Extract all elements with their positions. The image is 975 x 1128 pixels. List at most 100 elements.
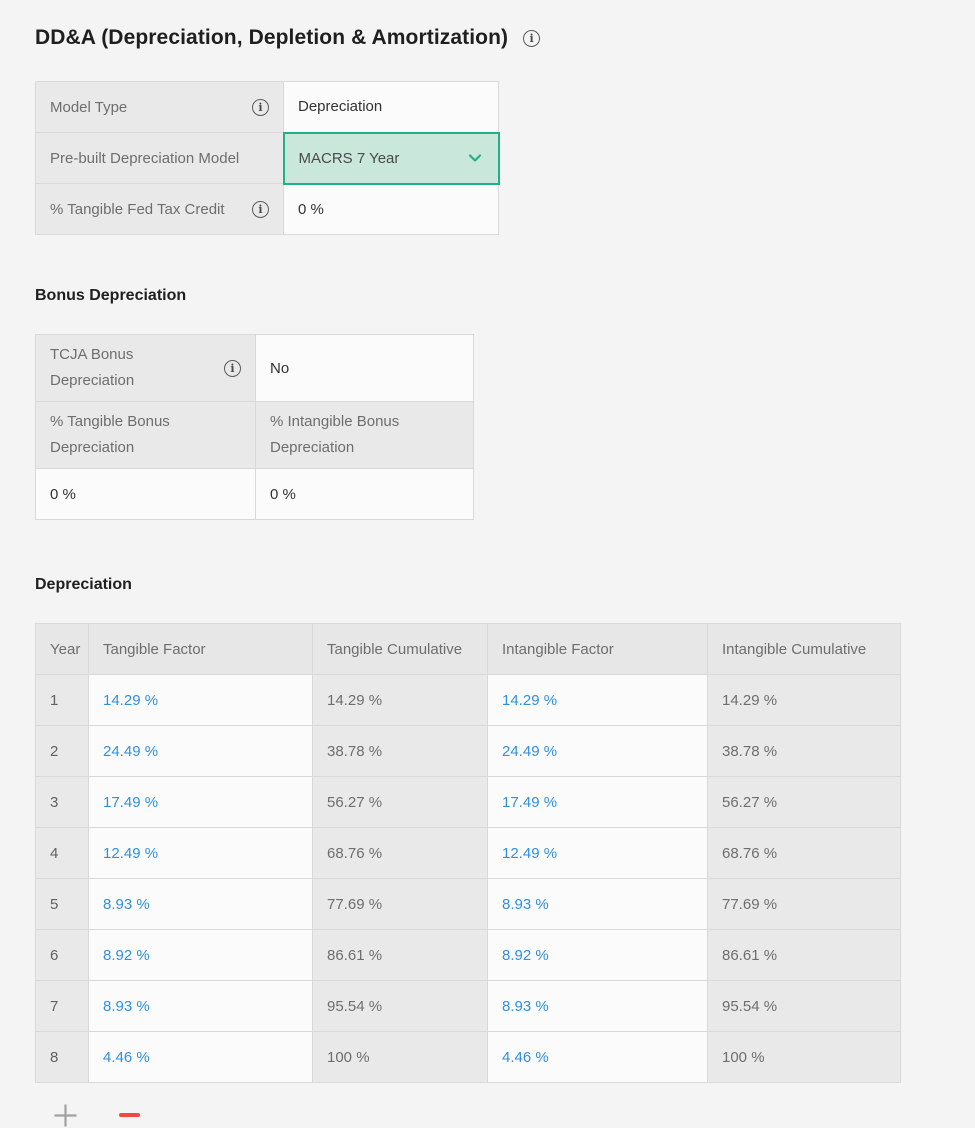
intangible-cumulative-cell: 38.78 % [707,725,901,777]
bonus-depreciation-table: TCJA Bonus Depreciation No % Tangible Bo… [35,334,474,520]
intangible-bonus-value-cell[interactable]: 0 % [255,468,474,520]
add-row-button[interactable] [52,1102,78,1128]
table-row: % Tangible Fed Tax Credit 0 % [35,183,499,235]
row-actions [35,1102,975,1128]
year-cell: 2 [35,725,89,777]
model-type-label: Model Type [50,98,128,116]
model-type-label-cell: Model Type [35,81,284,133]
remove-row-button[interactable] [116,1102,142,1128]
year-cell: 7 [35,980,89,1032]
table-row: TCJA Bonus Depreciation No [35,334,474,402]
tcja-label: TCJA Bonus Depreciation [50,346,135,389]
tangible-factor-cell[interactable]: 8.93 % [88,878,313,930]
tangible-cumulative-cell: 77.69 % [312,878,488,930]
tangible-factor-cell[interactable]: 4.46 % [88,1031,313,1083]
chevron-down-icon [466,149,484,167]
info-icon[interactable] [224,359,241,377]
tangible-cumulative-cell: 100 % [312,1031,488,1083]
tangible-cumulative-cell: 95.54 % [312,980,488,1032]
prebuilt-model-dropdown[interactable]: MACRS 7 Year [282,131,500,185]
tangible-cumulative-cell: 86.61 % [312,929,488,981]
intangible-factor-cell[interactable]: 4.46 % [487,1031,708,1083]
page-title: DD&A (Depreciation, Depletion & Amortiza… [35,26,975,50]
intangible-factor-cell[interactable]: 8.93 % [487,878,708,930]
table-row: 6 8.92 % 86.61 % 8.92 % 86.61 % [35,929,901,981]
year-cell: 6 [35,929,89,981]
info-icon[interactable] [252,98,269,116]
tangible-factor-cell[interactable]: 8.93 % [88,980,313,1032]
dda-settings-table: Model Type Depreciation Pre-built Deprec… [35,81,500,235]
bonus-depreciation-heading: Bonus Depreciation [35,287,187,304]
table-row: 5 8.93 % 77.69 % 8.93 % 77.69 % [35,878,901,930]
column-header: Intangible Factor [487,623,708,675]
tangible-bonus-label: % Tangible Bonus Depreciation [50,413,170,456]
table-row: Model Type Depreciation [35,81,499,133]
table-row: 3 17.49 % 56.27 % 17.49 % 56.27 % [35,776,901,828]
tangible-cumulative-cell: 56.27 % [312,776,488,828]
tax-credit-label-cell: % Tangible Fed Tax Credit [35,183,284,235]
table-row: 2 24.49 % 38.78 % 24.49 % 38.78 % [35,725,901,777]
prebuilt-model-label-cell: Pre-built Depreciation Model [35,132,284,184]
model-type-value: Depreciation [298,98,383,116]
column-header: Tangible Factor [88,623,313,675]
model-type-value-cell[interactable]: Depreciation [283,81,499,133]
info-icon[interactable] [252,200,269,218]
intangible-cumulative-cell: 68.76 % [707,827,901,879]
year-cell: 5 [35,878,89,930]
tangible-bonus-value-cell[interactable]: 0 % [35,468,256,520]
tangible-cumulative-cell: 14.29 % [312,674,488,726]
column-header: Intangible Cumulative [707,623,901,675]
table-row: % Tangible Bonus Depreciation % Intangib… [35,401,474,469]
table-row: 7 8.93 % 95.54 % 8.93 % 95.54 % [35,980,901,1032]
year-cell: 3 [35,776,89,828]
table-row: Pre-built Depreciation Model MACRS 7 Yea… [35,131,500,185]
table-row: 4 12.49 % 68.76 % 12.49 % 68.76 % [35,827,901,879]
info-icon[interactable] [523,29,541,47]
tax-credit-value-cell[interactable]: 0 % [283,183,499,235]
tangible-factor-cell[interactable]: 8.92 % [88,929,313,981]
year-cell: 4 [35,827,89,879]
plus-icon [53,1103,78,1128]
depreciation-heading: Depreciation [35,576,132,593]
intangible-factor-cell[interactable]: 8.92 % [487,929,708,981]
table-row: 0 % 0 % [35,468,474,520]
intangible-cumulative-cell: 56.27 % [707,776,901,828]
intangible-bonus-label-cell: % Intangible Bonus Depreciation [255,401,474,469]
tangible-factor-cell[interactable]: 12.49 % [88,827,313,879]
page-title-text: DD&A (Depreciation, Depletion & Amortiza… [35,26,509,49]
column-header: Tangible Cumulative [312,623,488,675]
prebuilt-model-label: Pre-built Depreciation Model [50,149,240,167]
intangible-factor-cell[interactable]: 14.29 % [487,674,708,726]
intangible-factor-cell[interactable]: 17.49 % [487,776,708,828]
intangible-bonus-value: 0 % [270,485,296,503]
tangible-cumulative-cell: 38.78 % [312,725,488,777]
tcja-value: No [270,359,290,377]
intangible-factor-cell[interactable]: 24.49 % [487,725,708,777]
intangible-factor-cell[interactable]: 8.93 % [487,980,708,1032]
depreciation-table-header-row: Year Tangible Factor Tangible Cumulative In… [35,623,901,675]
intangible-factor-cell[interactable]: 12.49 % [487,827,708,879]
depreciation-schedule-table: Year Tangible Factor Tangible Cumulative In… [35,623,901,1083]
tangible-factor-cell[interactable]: 17.49 % [88,776,313,828]
prebuilt-model-value: MACRS 7 Year [298,149,400,167]
tax-credit-label: % Tangible Fed Tax Credit [50,200,225,218]
tax-credit-value: 0 % [298,200,324,218]
year-cell: 1 [35,674,89,726]
tangible-factor-cell[interactable]: 24.49 % [88,725,313,777]
intangible-cumulative-cell: 86.61 % [707,929,901,981]
table-row: 1 14.29 % 14.29 % 14.29 % 14.29 % [35,674,901,726]
column-header: Year [35,623,89,675]
tangible-bonus-label-cell: % Tangible Bonus Depreciation [35,401,256,469]
tangible-factor-cell[interactable]: 14.29 % [88,674,313,726]
tangible-cumulative-cell: 68.76 % [312,827,488,879]
intangible-cumulative-cell: 14.29 % [707,674,901,726]
tcja-label-cell: TCJA Bonus Depreciation [35,334,256,402]
intangible-cumulative-cell: 95.54 % [707,980,901,1032]
intangible-cumulative-cell: 100 % [707,1031,901,1083]
minus-icon [118,1113,140,1117]
tcja-value-cell[interactable]: No [255,334,474,402]
tangible-bonus-value: 0 % [50,485,76,503]
table-row: 8 4.46 % 100 % 4.46 % 100 % [35,1031,901,1083]
intangible-cumulative-cell: 77.69 % [707,878,901,930]
